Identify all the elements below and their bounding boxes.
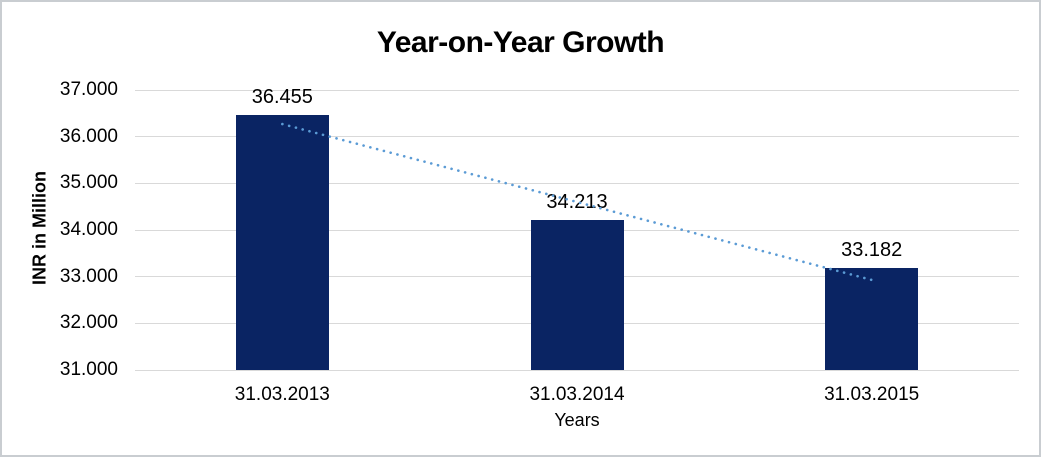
- bar: [530, 220, 624, 370]
- x-tick-label: 31.03.2013: [234, 384, 330, 405]
- x-axis-title: Years: [554, 410, 600, 430]
- bar: [825, 268, 919, 370]
- y-tick-label: 33.000: [59, 265, 118, 287]
- y-tick-label: 31.000: [59, 359, 118, 380]
- bar: [235, 115, 329, 370]
- chart-title: Year-on-Year Growth: [376, 26, 665, 59]
- y-tick-label: 36.000: [59, 125, 118, 147]
- y-tick-label: 34.000: [59, 219, 118, 240]
- y-tick-label: 37.000: [59, 79, 118, 100]
- y-tick-label: 32.000: [59, 312, 118, 334]
- x-tick-label: 31.03.2014: [529, 384, 625, 405]
- bar-value-label: 33.182: [841, 239, 903, 262]
- gridline: [135, 89, 1019, 91]
- gridline: [135, 369, 1019, 371]
- y-tick-label: 35.000: [59, 172, 118, 194]
- x-tick-label: 31.03.2015: [824, 384, 920, 405]
- bar-value-label: 36.455: [251, 86, 313, 109]
- bar-value-label: 34.213: [546, 191, 608, 214]
